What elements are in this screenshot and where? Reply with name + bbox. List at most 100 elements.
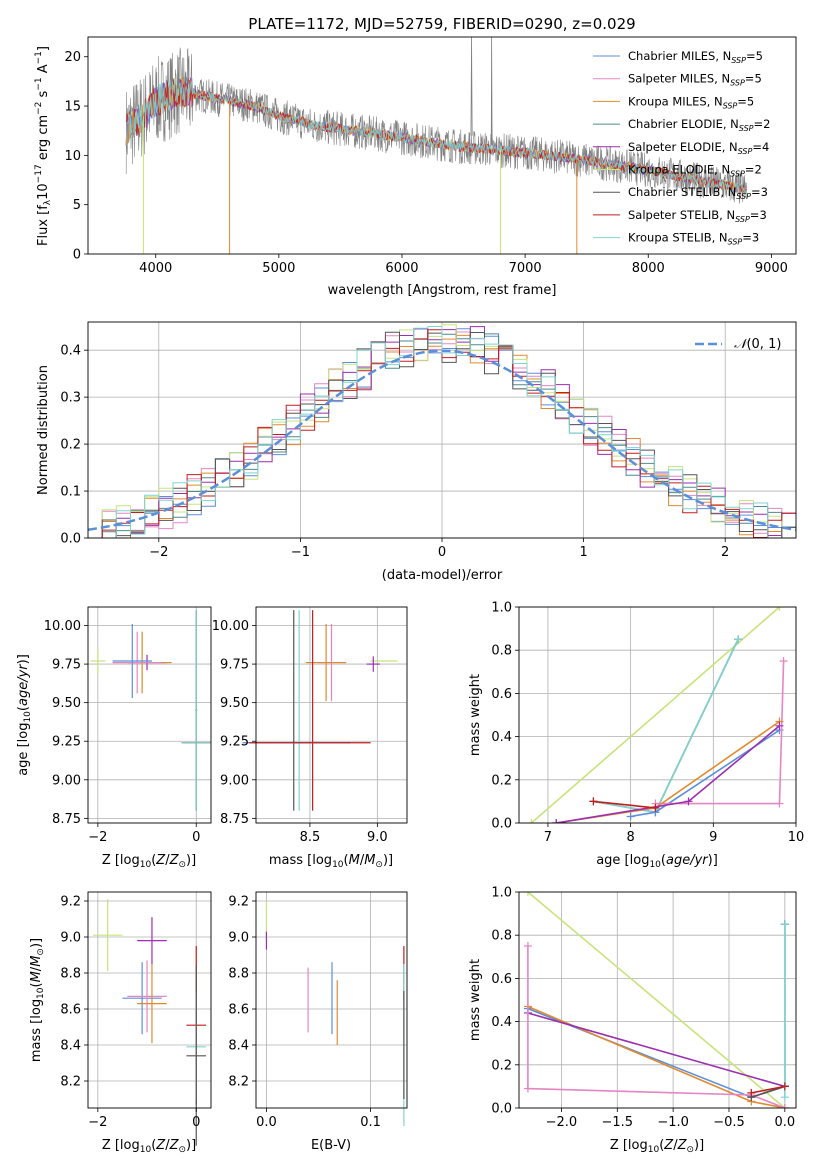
weight-marker-kroupa_elodie <box>523 892 532 896</box>
x-tick-label: 10 <box>788 830 805 845</box>
y-axis-label: Flux [fλ10−17 erg cm−2 s−1 A−1] <box>34 46 53 246</box>
weight-marker-salpeter_elodie <box>775 721 784 730</box>
y-tick-label: 0.4 <box>491 1015 512 1030</box>
weight-line-chabrier_stelib <box>751 924 786 1098</box>
x-axis-label: Z [log10(Z/Z⊙)] <box>102 853 196 870</box>
x-tick-label: −2 <box>88 1115 107 1130</box>
legend-entry: Salpeter MILES, NSSP=5 <box>628 72 762 88</box>
x-tick-label: −2 <box>88 830 107 845</box>
plot-area-weight_vs_age <box>527 607 788 823</box>
weight-line-salpeter_stelib <box>751 1085 785 1094</box>
legend-label: Kroupa MILES <box>628 94 707 108</box>
x-tick-label: −2.0 <box>546 1115 578 1130</box>
y-tick-label: 8.6 <box>60 1003 81 1018</box>
y-tick-label: 0.8 <box>491 929 512 944</box>
panel-weight_vs_Z: −2.0 −1.5 −1.0 −0.5 0.0 0.0 0.2 0.4 0.6 0.8 1.0 <box>491 886 797 1130</box>
weight-line-kroupa_elodie <box>530 607 781 823</box>
legend-entry: Chabrier STELIB, NSSP=3 <box>628 185 768 201</box>
y-tick-label: 8.6 <box>228 1003 249 1018</box>
weight-line-salpeter_elodie <box>527 1012 786 1088</box>
legend-label: Salpeter STELIB <box>628 208 719 222</box>
x-tick-label: 9000 <box>755 261 788 276</box>
x-tick-label: −1 <box>291 545 310 560</box>
axes-frame <box>87 321 797 539</box>
panel-residuals: −2 −1 0 1 2 0.0 0.1 0.2 0.3 0.4 <box>60 321 797 560</box>
legend-entry: Salpeter STELIB, NSSP=3 <box>628 208 767 224</box>
y-tick-label: 9.00 <box>220 773 249 788</box>
x-tick-label: −0.5 <box>713 1115 745 1130</box>
legend-nssp: 2 <box>763 117 770 131</box>
y-tick-label: 9.2 <box>228 895 249 910</box>
x-tick-label: 8000 <box>632 261 665 276</box>
panel-age_vs_mass: 8.5 9.0 8.75 9.00 9.25 9.50 9.75 10.00 <box>212 606 408 845</box>
legend-label: Kroupa STELIB <box>628 231 712 245</box>
x-tick-label: 8.5 <box>300 830 321 845</box>
model-spectrum-salpeter_stelib <box>125 77 747 195</box>
x-tick-label: 2 <box>721 545 729 560</box>
plot-area-mass_vs_Z <box>92 899 207 1146</box>
weight-marker-salpeter_miles <box>523 1084 532 1093</box>
axes-frame <box>87 606 212 824</box>
y-tick-label: 10.00 <box>44 619 81 634</box>
y-tick-label: 8.75 <box>220 812 249 827</box>
x-tick-label: 7000 <box>509 261 542 276</box>
legend-entry: Kroupa STELIB, NSSP=3 <box>628 231 759 247</box>
legend-nssp: 5 <box>747 94 754 108</box>
axes-frame <box>87 891 212 1109</box>
legend-label: Salpeter ELODIE <box>628 140 722 154</box>
weight-line-salpeter_miles <box>527 946 786 1108</box>
legend-nssp: 3 <box>761 185 768 199</box>
x-tick-label: 7 <box>544 830 552 845</box>
x-axis-label: Z [log10(Z/Z⊙)] <box>610 1138 704 1155</box>
legend-label: Chabrier STELIB <box>628 185 720 199</box>
axes-frame <box>255 891 408 1109</box>
x-tick-label: 5000 <box>262 261 295 276</box>
weight-marker-salpeter_stelib <box>651 803 660 812</box>
weight-marker-kroupa_stelib <box>780 920 789 929</box>
y-tick-label: 9.75 <box>52 658 81 673</box>
y-tick-label: 5 <box>73 198 81 213</box>
x-axis-label: wavelength [Angstrom, rest frame] <box>328 283 557 298</box>
y-tick-label: 9.00 <box>52 773 81 788</box>
x-tick-label: 0 <box>192 830 200 845</box>
legend-nssp: 5 <box>756 49 763 63</box>
weight-marker-salpeter_stelib <box>780 1082 789 1091</box>
y-tick-label: 0.8 <box>491 644 512 659</box>
y-tick-label: 0.4 <box>60 344 81 359</box>
plot-area-weight_vs_Z <box>523 892 789 1108</box>
chart-title: PLATE=1172, MJD=52759, FIBERID=0290, z=0… <box>248 15 635 33</box>
x-tick-label: −1.5 <box>602 1115 634 1130</box>
weight-line-chabrier_stelib <box>593 639 739 814</box>
y-tick-label: 0 <box>73 248 81 263</box>
y-tick-label: 8.8 <box>228 967 249 982</box>
x-tick-label: 9 <box>709 830 717 845</box>
y-tick-label: 0.4 <box>491 730 512 745</box>
y-tick-label: 9.25 <box>220 735 249 750</box>
weight-marker-salpeter_stelib <box>589 797 598 806</box>
weight-marker-salpeter_elodie <box>552 819 561 823</box>
x-tick-label: 1 <box>579 545 587 560</box>
y-tick-label: 0.6 <box>491 972 512 987</box>
panel-age_vs_Z: −2 0 8.75 9.00 9.25 9.50 9.75 10.00 <box>44 606 212 845</box>
plot-area-mass_vs_EBV <box>265 901 405 1126</box>
y-tick-label: 8.4 <box>228 1039 249 1054</box>
legend-entry: Kroupa ELODIE, NSSP=2 <box>628 163 762 179</box>
y-tick-label: 0.2 <box>491 1058 512 1073</box>
x-tick-label: −1.0 <box>657 1115 689 1130</box>
weight-marker-kroupa_stelib <box>780 1093 789 1102</box>
y-tick-label: 10.00 <box>212 619 249 634</box>
x-tick-label: 0.1 <box>360 1115 381 1130</box>
panel-mass_vs_EBV: 0.0 0.1 8.2 8.4 8.6 8.8 9.0 9.2 <box>228 891 408 1130</box>
legend-nssp: 3 <box>752 231 759 245</box>
y-tick-label: 15 <box>64 100 81 115</box>
x-axis-label: age [log10(age/yr)] <box>596 853 718 870</box>
weight-line-kroupa_elodie <box>527 892 786 1108</box>
legend-nssp: 4 <box>762 140 769 154</box>
y-tick-label: 20 <box>64 50 81 65</box>
y-tick-label: 8.4 <box>60 1039 81 1054</box>
weight-marker-salpeter_miles <box>775 799 784 808</box>
y-tick-label: 10 <box>64 149 81 164</box>
weight-marker-salpeter_miles <box>779 657 788 665</box>
x-tick-label: 6000 <box>385 261 418 276</box>
